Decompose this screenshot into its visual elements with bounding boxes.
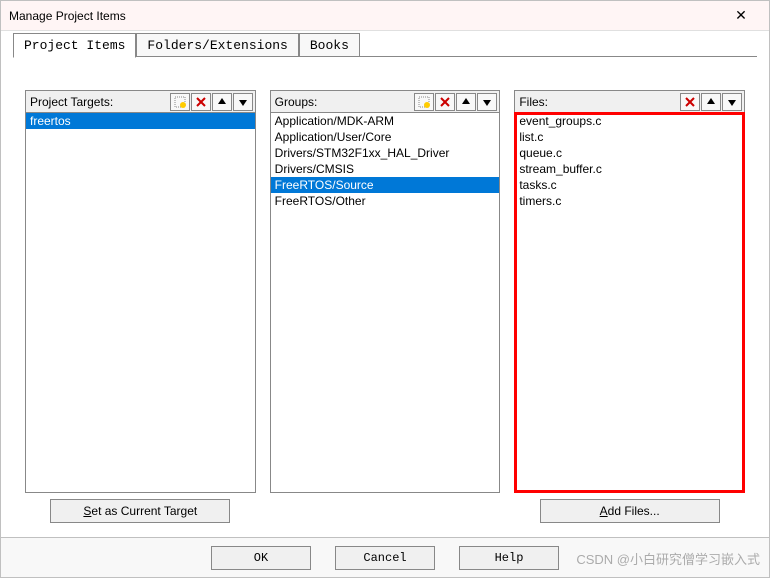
move-down-icon[interactable] xyxy=(477,93,497,111)
delete-icon[interactable] xyxy=(191,93,211,111)
set-current-target-button[interactable]: Set as Current Target xyxy=(50,499,230,523)
new-icon[interactable] xyxy=(414,93,434,111)
new-icon[interactable] xyxy=(170,93,190,111)
titlebar: Manage Project Items ✕ xyxy=(1,1,769,31)
toolbar-groups xyxy=(413,93,497,111)
dialog-window: Manage Project Items ✕ Project Items Fol… xyxy=(0,0,770,578)
delete-icon[interactable] xyxy=(680,93,700,111)
panel-header-files: Files: xyxy=(514,90,745,112)
toolbar-targets xyxy=(169,93,253,111)
move-down-icon[interactable] xyxy=(722,93,742,111)
list-item[interactable]: freertos xyxy=(26,113,255,129)
panel-header-targets: Project Targets: xyxy=(25,90,256,112)
help-button[interactable]: Help xyxy=(459,546,559,570)
list-item[interactable]: timers.c xyxy=(515,193,744,209)
list-item[interactable]: Drivers/CMSIS xyxy=(271,161,500,177)
close-icon[interactable]: ✕ xyxy=(721,7,761,24)
label-files: Files: xyxy=(519,95,679,109)
list-item[interactable]: Application/User/Core xyxy=(271,129,500,145)
list-item[interactable]: queue.c xyxy=(515,145,744,161)
panel-header-groups: Groups: xyxy=(270,90,501,112)
list-item[interactable]: FreeRTOS/Other xyxy=(271,193,500,209)
listbox-targets[interactable]: freertos xyxy=(25,112,256,493)
footer-targets: Set as Current Target xyxy=(25,499,256,527)
cancel-button[interactable]: Cancel xyxy=(335,546,435,570)
window-title: Manage Project Items xyxy=(9,9,721,23)
listbox-groups[interactable]: Application/MDK-ARM Application/User/Cor… xyxy=(270,112,501,493)
move-up-icon[interactable] xyxy=(456,93,476,111)
panel-groups: Groups: Application/MDK-ARM Application/… xyxy=(270,90,501,527)
footer-files: Add Files... xyxy=(514,499,745,527)
footer-groups xyxy=(270,499,501,527)
list-item[interactable]: FreeRTOS/Source xyxy=(271,177,500,193)
bottom-bar: OK Cancel Help xyxy=(1,537,769,577)
ok-button[interactable]: OK xyxy=(211,546,311,570)
add-files-button[interactable]: Add Files... xyxy=(540,499,720,523)
label-groups: Groups: xyxy=(275,95,414,109)
content-area: Project Targets: freertos Set as Current… xyxy=(1,58,769,537)
move-up-icon[interactable] xyxy=(701,93,721,111)
listbox-files[interactable]: event_groups.c list.c queue.c stream_buf… xyxy=(514,112,745,493)
tab-bar: Project Items Folders/Extensions Books xyxy=(1,31,769,57)
delete-icon[interactable] xyxy=(435,93,455,111)
move-up-icon[interactable] xyxy=(212,93,232,111)
toolbar-files xyxy=(679,93,742,111)
list-item[interactable]: Application/MDK-ARM xyxy=(271,113,500,129)
list-item[interactable]: list.c xyxy=(515,129,744,145)
move-down-icon[interactable] xyxy=(233,93,253,111)
list-item[interactable]: event_groups.c xyxy=(515,113,744,129)
tab-folders-extensions[interactable]: Folders/Extensions xyxy=(136,33,298,57)
tab-books[interactable]: Books xyxy=(299,33,360,57)
list-item[interactable]: tasks.c xyxy=(515,177,744,193)
list-item[interactable]: stream_buffer.c xyxy=(515,161,744,177)
tab-project-items[interactable]: Project Items xyxy=(13,33,136,58)
label-targets: Project Targets: xyxy=(30,95,169,109)
panel-files: Files: event_groups.c list.c queue.c str… xyxy=(514,90,745,527)
panel-targets: Project Targets: freertos Set as Current… xyxy=(25,90,256,527)
list-item[interactable]: Drivers/STM32F1xx_HAL_Driver xyxy=(271,145,500,161)
